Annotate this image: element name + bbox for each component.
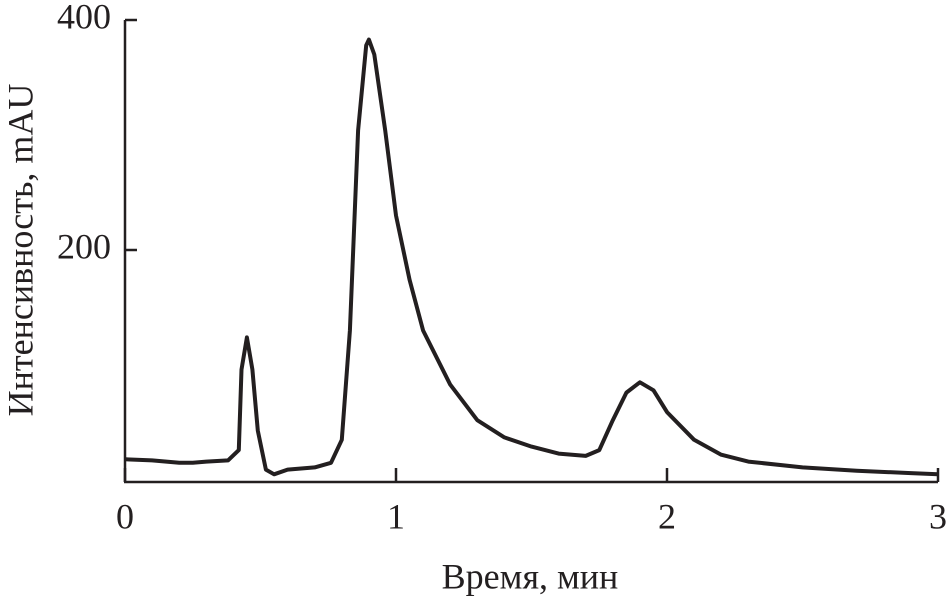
x-tick-label: 2	[658, 496, 676, 536]
x-tick-label: 0	[116, 496, 134, 536]
x-axis-label: Время, мин	[442, 556, 619, 596]
data-line	[124, 37, 939, 477]
y-axis-label: Интенсивность, mAU	[0, 84, 40, 417]
y-tick-label: 400	[57, 0, 111, 36]
y-tick-label: 200	[57, 226, 111, 266]
x-tick-label: 1	[387, 496, 405, 536]
x-tick-label: 3	[929, 496, 946, 536]
